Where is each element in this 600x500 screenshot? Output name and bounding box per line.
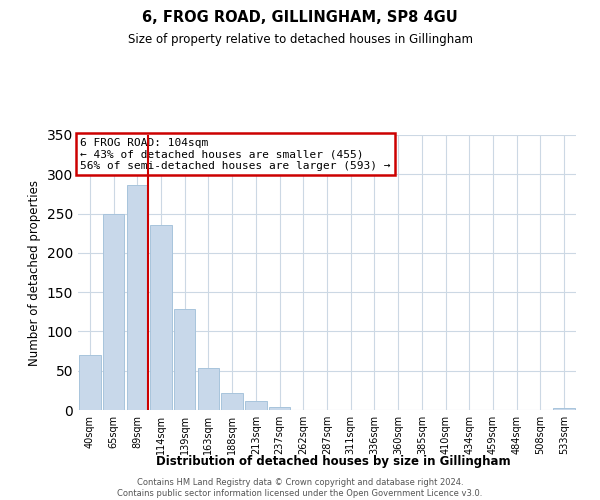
Bar	[127, 184, 148, 410]
Bar	[103, 214, 124, 410]
Bar	[245, 402, 266, 410]
Bar	[151, 226, 172, 410]
Text: Size of property relative to detached houses in Gillingham: Size of property relative to detached ho…	[128, 32, 473, 46]
Y-axis label: Number of detached properties: Number of detached properties	[28, 180, 41, 366]
Bar	[79, 355, 101, 410]
Text: 6 FROG ROAD: 104sqm
← 43% of detached houses are smaller (455)
56% of semi-detac: 6 FROG ROAD: 104sqm ← 43% of detached ho…	[80, 138, 391, 171]
Bar	[269, 407, 290, 410]
Text: Contains HM Land Registry data © Crown copyright and database right 2024.
Contai: Contains HM Land Registry data © Crown c…	[118, 478, 482, 498]
Bar	[553, 408, 575, 410]
Text: 6, FROG ROAD, GILLINGHAM, SP8 4GU: 6, FROG ROAD, GILLINGHAM, SP8 4GU	[142, 10, 458, 25]
Bar	[221, 392, 243, 410]
Text: Distribution of detached houses by size in Gillingham: Distribution of detached houses by size …	[155, 454, 511, 468]
Bar	[174, 310, 196, 410]
Bar	[198, 368, 219, 410]
